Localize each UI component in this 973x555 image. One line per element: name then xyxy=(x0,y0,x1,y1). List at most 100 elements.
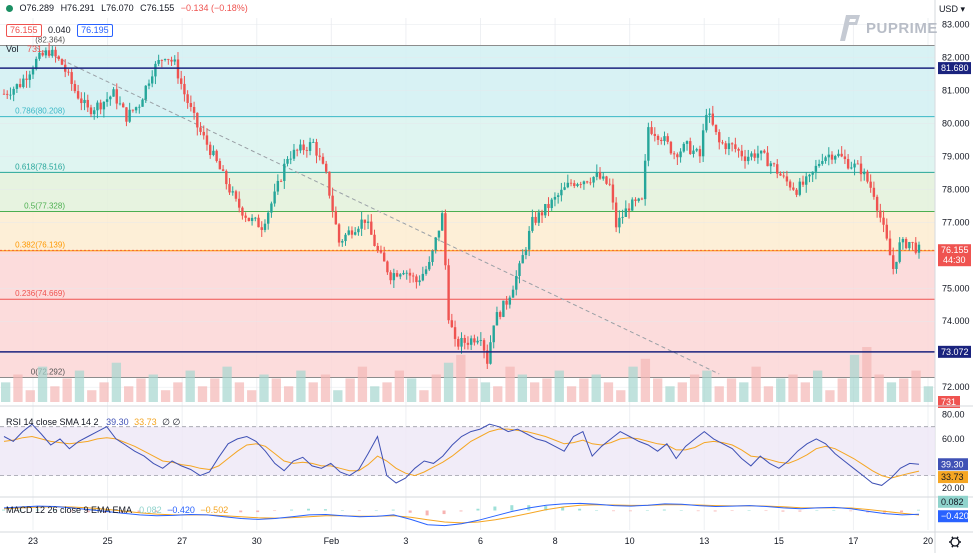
candle-down xyxy=(122,103,124,107)
candle-down xyxy=(409,273,411,276)
candle-up xyxy=(299,145,301,151)
candle-down xyxy=(857,164,859,165)
volume-bar xyxy=(235,382,244,402)
fib-band-0.5 xyxy=(0,172,935,211)
candle-up xyxy=(431,250,433,262)
candle-up xyxy=(148,83,150,85)
candle-up xyxy=(286,159,288,164)
candle-down xyxy=(657,136,659,140)
bid-button[interactable]: 76.155 xyxy=(6,24,42,37)
macd-histogram-bar xyxy=(731,511,734,512)
macd-histogram-bar xyxy=(748,510,751,511)
bid-ask-panel[interactable]: 76.155 0.040 76.195 xyxy=(6,24,113,37)
candle-up xyxy=(232,191,234,192)
candle-down xyxy=(464,338,466,343)
candle-up xyxy=(818,164,820,166)
macd-histogram-bar xyxy=(476,509,479,511)
candle-down xyxy=(315,142,317,156)
rsi-band xyxy=(0,427,935,476)
candle-up xyxy=(538,212,540,222)
candle-down xyxy=(241,208,243,216)
candle-up xyxy=(692,151,694,154)
candle-down xyxy=(170,60,172,62)
candle-down xyxy=(19,84,21,87)
volume-label: Vol xyxy=(6,44,19,54)
candle-up xyxy=(460,338,462,347)
y-tick-label: 82.000 xyxy=(942,53,970,63)
macd-histogram-bar xyxy=(510,505,513,510)
candle-down xyxy=(61,59,63,65)
candle-up xyxy=(895,262,897,269)
candle-down xyxy=(447,265,449,320)
gear-icon-tooth xyxy=(957,537,958,539)
candle-down xyxy=(67,72,69,73)
macd-histogram-bar xyxy=(392,510,395,511)
y-tick-label: 80.000 xyxy=(942,118,970,128)
macd-histogram-bar xyxy=(697,511,700,512)
candle-up xyxy=(728,143,730,149)
volume-bar xyxy=(222,367,231,402)
candle-up xyxy=(799,182,801,195)
fib-label-0.382: 0.382(76.139) xyxy=(15,241,65,250)
candle-down xyxy=(586,181,588,182)
candle-up xyxy=(476,341,478,343)
candle-down xyxy=(782,176,784,177)
candle-down xyxy=(457,339,459,347)
volume-bar xyxy=(124,386,133,402)
ask-button[interactable]: 76.195 xyxy=(77,24,113,37)
candle-down xyxy=(792,188,794,190)
volume-bar xyxy=(911,371,920,402)
volume-bar xyxy=(715,386,724,402)
candle-down xyxy=(892,255,894,269)
candle-down xyxy=(737,149,739,151)
candle-down xyxy=(99,103,101,110)
candle-up xyxy=(679,152,681,158)
candle-up xyxy=(402,273,404,274)
candle-up xyxy=(438,231,440,238)
volume-bar xyxy=(284,386,293,402)
candle-down xyxy=(415,276,417,282)
candle-up xyxy=(705,115,707,130)
candle-down xyxy=(6,94,8,95)
macd-histogram-bar xyxy=(290,510,293,511)
y-tick-label: 83.000 xyxy=(942,20,970,30)
candle-up xyxy=(254,218,256,219)
macd-histogram-bar xyxy=(595,510,598,511)
candle-up xyxy=(850,167,852,168)
volume-bar xyxy=(136,378,145,402)
candle-down xyxy=(802,182,804,185)
volume-bar xyxy=(247,390,256,402)
volume-bar xyxy=(198,386,207,402)
currency-selector[interactable]: USD ▾ xyxy=(939,4,965,15)
volume-bar xyxy=(874,375,883,403)
candle-down xyxy=(605,176,607,183)
candle-up xyxy=(583,181,585,184)
candle-up xyxy=(174,59,176,61)
rsi-tick-label: 80.00 xyxy=(942,409,965,419)
macd-histogram-bar xyxy=(815,511,818,512)
candle-down xyxy=(454,327,456,339)
candle-up xyxy=(567,183,569,187)
candle-up xyxy=(518,263,520,276)
x-tick-label: 6 xyxy=(478,536,483,546)
candle-down xyxy=(650,127,652,134)
x-tick-label: 13 xyxy=(699,536,709,546)
candle-up xyxy=(815,166,817,172)
candle-up xyxy=(834,156,836,160)
volume-bar xyxy=(493,386,502,402)
macd-histogram-bar xyxy=(273,511,276,512)
fib-band-0.618 xyxy=(0,117,935,173)
candle-up xyxy=(502,301,504,317)
candle-up xyxy=(106,99,108,102)
candle-up xyxy=(251,218,253,221)
x-tick-label: 30 xyxy=(252,536,262,546)
candle-down xyxy=(786,176,788,181)
macd-hist-tag-label: 0.082 xyxy=(941,497,964,507)
macd-histogram-bar xyxy=(781,511,784,512)
candle-down xyxy=(380,251,382,253)
candle-down xyxy=(186,94,188,103)
volume-bar xyxy=(555,371,564,402)
rsi-extra: ∅ ∅ xyxy=(162,417,180,427)
